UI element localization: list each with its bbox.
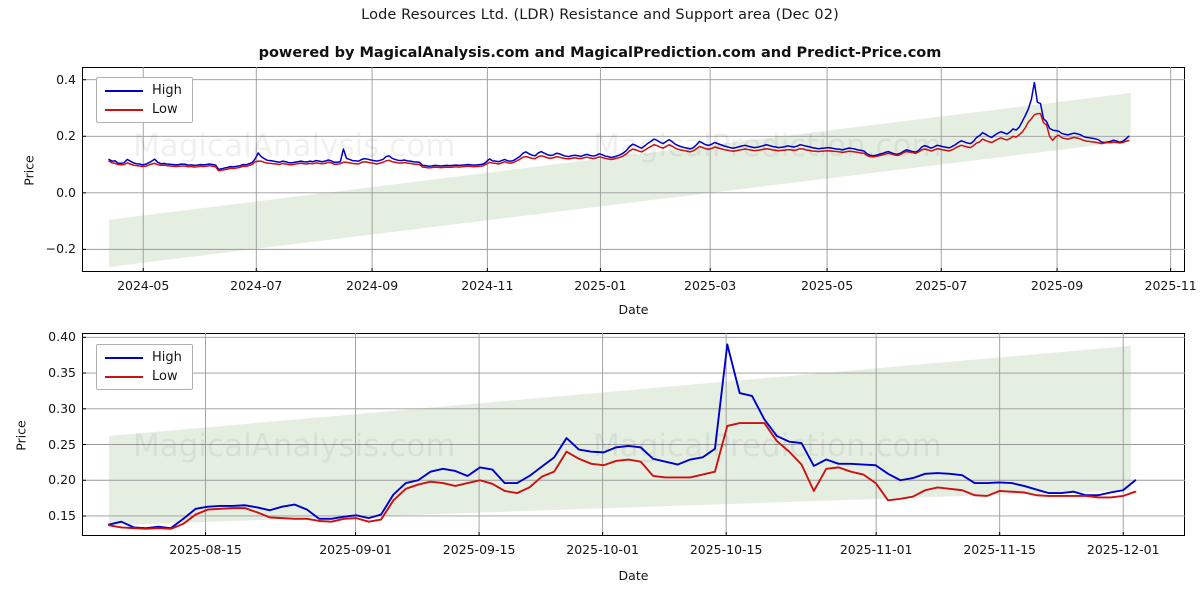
bottom-chart-axes <box>82 333 1185 536</box>
legend-swatch-low <box>105 375 143 378</box>
bottom-ytick-0: 0.15 <box>48 507 76 523</box>
top-xtick-5: 2025-03 <box>684 278 737 293</box>
legend-label-high: High <box>152 350 182 365</box>
legend-swatch-low <box>105 108 143 111</box>
legend-swatch-high <box>105 89 143 92</box>
bottom-ytick-4: 0.35 <box>48 365 76 381</box>
top-xtick-4: 2025-01 <box>574 278 627 293</box>
top-chart-legend: High Low <box>96 77 193 123</box>
bottom-xtick-6: 2025-11-15 <box>963 542 1037 557</box>
legend-entry-high: High <box>105 84 182 97</box>
top-chart-xlabel: Date <box>618 302 649 317</box>
top-xtick-8: 2025-09 <box>1030 278 1084 293</box>
bottom-ytick-3: 0.30 <box>48 400 76 416</box>
top-xtick-3: 2024-11 <box>461 278 514 293</box>
top-ytick-0: −0.2 <box>45 241 76 257</box>
top-xtick-1: 2024-07 <box>230 278 283 293</box>
bottom-xtick-5: 2025-11-01 <box>839 542 913 557</box>
bottom-ytick-5: 0.40 <box>48 329 76 345</box>
bottom-xtick-4: 2025-10-15 <box>689 542 763 557</box>
top-xtick-6: 2025-05 <box>800 278 854 293</box>
top-chart-ylabel: Price <box>21 155 37 186</box>
top-xtick-2: 2024-09 <box>345 278 399 293</box>
page-title: Lode Resources Ltd. (LDR) Resistance and… <box>361 7 839 23</box>
bottom-xtick-7: 2025-12-01 <box>1086 542 1160 557</box>
bottom-chart-legend: High Low <box>96 344 193 390</box>
bottom-xtick-3: 2025-10-01 <box>566 542 639 557</box>
legend-label-high: High <box>152 83 182 98</box>
legend-swatch-high <box>105 356 143 359</box>
top-chart-plot <box>82 67 1185 272</box>
bottom-ytick-1: 0.20 <box>48 472 76 488</box>
bottom-xtick-2: 2025-09-15 <box>442 542 516 557</box>
legend-entry-low-2: Low <box>105 370 182 383</box>
top-xtick-7: 2025-07 <box>915 278 968 293</box>
legend-label-low: Low <box>152 102 178 117</box>
bottom-ytick-2: 0.25 <box>48 436 76 452</box>
top-chart-axes <box>82 67 1185 272</box>
bottom-xtick-0: 2025-08-15 <box>169 542 242 557</box>
top-ytick-2: 0.2 <box>56 128 76 144</box>
bottom-chart-xlabel: Date <box>618 568 649 583</box>
legend-entry-low: Low <box>105 103 182 116</box>
bottom-xtick-1: 2025-09-01 <box>319 542 392 557</box>
top-xtick-0: 2024-05 <box>117 278 170 293</box>
legend-label-low: Low <box>152 369 178 384</box>
top-ytick-1: 0.0 <box>56 184 76 200</box>
page-subtitle: powered by MagicalAnalysis.com and Magic… <box>258 45 942 61</box>
top-ytick-3: 0.4 <box>56 71 76 87</box>
bottom-chart-ylabel: Price <box>13 420 29 451</box>
bottom-chart-plot <box>82 333 1185 536</box>
top-xtick-9: 2025-11 <box>1144 278 1197 293</box>
legend-entry-high-2: High <box>105 351 182 364</box>
